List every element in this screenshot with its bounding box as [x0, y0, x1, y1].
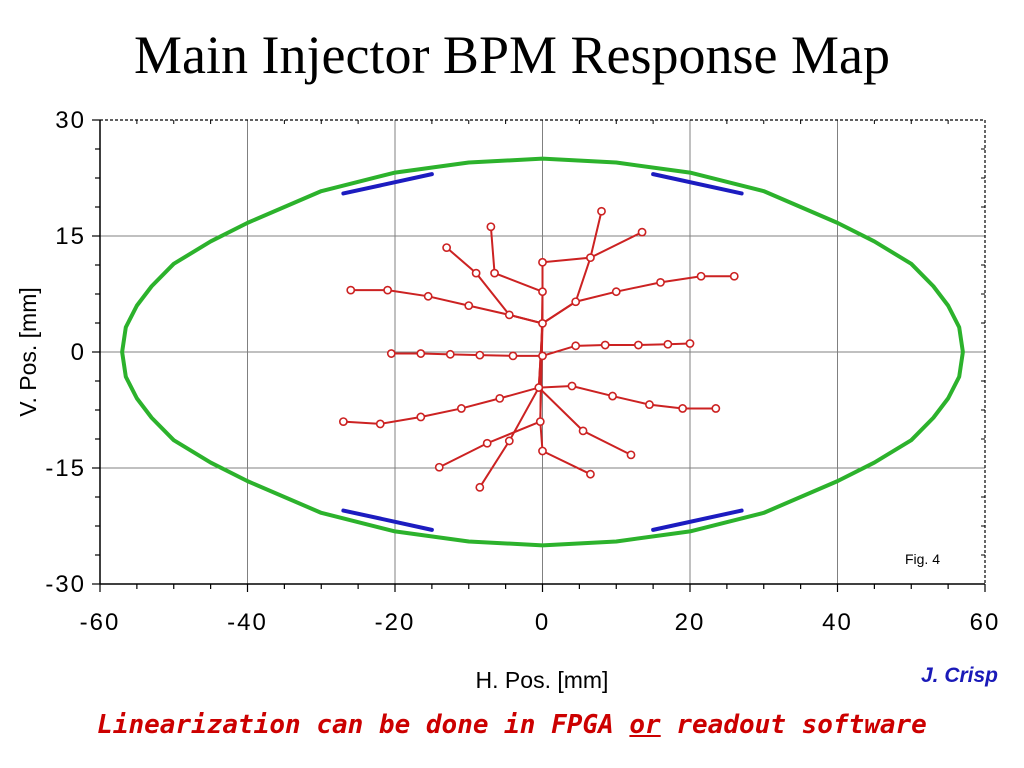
response-point: [567, 381, 577, 391]
response-point: [338, 417, 348, 426]
response-point: [386, 349, 396, 358]
x-tick-label: 60: [970, 609, 1001, 636]
response-point: [434, 462, 444, 472]
x-tick-label: -40: [227, 609, 268, 636]
response-point: [600, 340, 610, 350]
electrode-series: [341, 172, 744, 532]
electrode-segment: [341, 508, 434, 532]
response-point: [586, 469, 595, 479]
x-tick-label: 0: [535, 609, 550, 636]
y-tick-label: -15: [45, 455, 86, 482]
response-point: [538, 351, 547, 361]
response-point: [442, 243, 452, 252]
y-tick-label: 0: [71, 339, 86, 366]
caption-text-after: readout software: [660, 710, 927, 740]
response-point: [445, 349, 455, 359]
response-point: [538, 257, 547, 267]
response-point: [538, 287, 547, 297]
response-point: [611, 287, 621, 297]
caption-text-before: Linearization can be done in FPGA: [97, 710, 630, 740]
response-point: [626, 450, 636, 460]
response-point: [346, 285, 356, 295]
response-point: [490, 268, 499, 278]
response-point: [475, 350, 485, 360]
y-tick-label: -30: [45, 571, 86, 598]
x-axis-label: H. Pos. [mm]: [476, 667, 609, 693]
response-grid-series: [338, 206, 739, 492]
y-axis-label: V. Pos. [mm]: [15, 287, 41, 417]
caption: Linearization can be done in FPGA or rea…: [0, 710, 1024, 740]
response-point: [538, 318, 547, 328]
response-point: [586, 253, 595, 263]
response-point: [416, 412, 426, 422]
response-point: [637, 227, 647, 237]
y-tick-label: 15: [55, 223, 86, 250]
response-point: [608, 391, 617, 401]
response-point: [471, 268, 481, 278]
response-point: [504, 310, 514, 320]
electrode-segment: [341, 172, 434, 196]
response-point: [535, 417, 545, 426]
response-point: [456, 404, 466, 413]
response-point: [508, 351, 518, 361]
response-point: [633, 340, 643, 350]
response-point: [678, 404, 688, 413]
response-point: [711, 404, 721, 413]
response-point: [383, 285, 393, 295]
y-tick-label: 30: [55, 107, 86, 134]
response-point: [538, 446, 547, 456]
response-point: [482, 438, 492, 448]
x-tick-label: 20: [675, 609, 706, 636]
tick-labels: -60 -40 -20 0 20 40 60 30 15 0 -15 -30: [45, 107, 1001, 636]
response-point: [571, 341, 581, 351]
page-title: Main Injector BPM Response Map: [134, 25, 890, 85]
response-point: [534, 383, 544, 392]
x-tick-label: -20: [375, 609, 416, 636]
aperture-series: [120, 156, 965, 548]
response-point: [416, 349, 426, 358]
response-point: [578, 426, 588, 436]
figure-annotation: Fig. 4: [905, 551, 940, 567]
caption-emphasis: or: [629, 710, 661, 740]
response-point: [504, 436, 514, 446]
x-tick-label: -60: [80, 609, 121, 636]
response-point: [495, 393, 505, 403]
response-point: [423, 291, 433, 301]
response-point: [464, 301, 474, 310]
response-point: [571, 297, 581, 307]
axes: [92, 119, 986, 592]
author-credit: J. Crisp: [920, 664, 998, 687]
aperture-curve: [120, 156, 965, 548]
response-point: [663, 339, 673, 349]
response-point: [475, 482, 485, 492]
response-point: [729, 271, 739, 281]
x-tick-label: 40: [822, 609, 853, 636]
electrode-segment: [651, 508, 744, 532]
response-point: [486, 222, 496, 232]
response-point: [685, 339, 695, 348]
response-point: [597, 206, 606, 216]
electrode-segment: [651, 172, 744, 196]
response-point: [375, 419, 385, 429]
response-point: [696, 271, 706, 281]
response-point: [656, 277, 665, 287]
response-point: [645, 400, 654, 409]
bpm-response-chart: -60 -40 -20 0 20 40 60 30 15 0 -15 -30 Fig. 4 H. Po…: [15, 107, 1001, 693]
